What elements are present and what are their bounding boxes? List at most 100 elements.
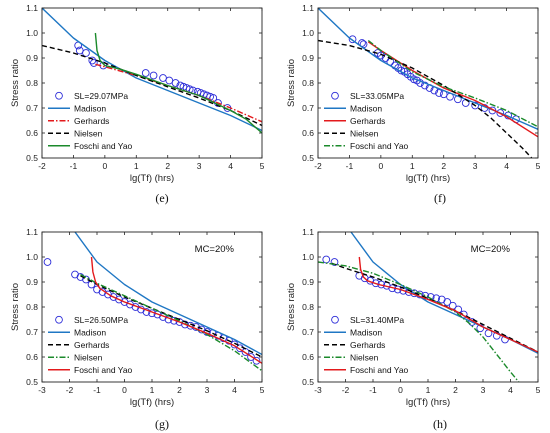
y-tick-label: 1.0 (302, 252, 314, 262)
data-point (432, 294, 441, 303)
legend-label-points: SL=33.05MPa (350, 91, 404, 101)
y-tick-label: 0.8 (302, 78, 314, 88)
data-point (492, 331, 501, 340)
legend-label-points: SL=29.07MPa (74, 91, 128, 101)
plot-area (318, 8, 538, 158)
x-tick-label: -3 (38, 385, 46, 395)
plot-layer (318, 8, 538, 158)
x-tick-label: 4 (508, 385, 513, 395)
legend-label-2: Gerhards (350, 340, 385, 350)
x-axis-label: lg(Tf) (hrs) (406, 397, 450, 408)
data-point (330, 258, 339, 266)
x-tick-label: -1 (346, 161, 354, 171)
legend: SL=31.40MPa Madison Gerhards Nielsen Foschi … (324, 315, 409, 375)
x-tick-label: 0 (378, 161, 383, 171)
data-point (142, 308, 151, 316)
x-tick-label: 1 (410, 161, 415, 171)
legend-label-4: Foschi and Yao (350, 365, 409, 375)
data-point (435, 89, 443, 97)
y-tick-label: 0.5 (26, 377, 38, 387)
plot-layer (43, 232, 262, 372)
data-point (43, 258, 52, 266)
legend-label-4: Foschi and Yao (74, 141, 133, 151)
data-point (82, 275, 90, 284)
series-line-2 (95, 63, 262, 123)
x-tick-label: 2 (441, 161, 446, 171)
caption-g: (g) (155, 417, 169, 431)
x-tick-label: 3 (197, 161, 202, 171)
x-tick-label: 4 (504, 161, 509, 171)
plot-layer (318, 232, 538, 382)
legend-marker-points (331, 315, 339, 324)
x-tick-label: 1 (150, 385, 155, 395)
legend-marker-points (331, 91, 339, 100)
data-point (252, 356, 261, 365)
x-tick-label: 0 (398, 385, 403, 395)
legend-label-1: Madison (74, 103, 106, 113)
y-tick-label: 0.9 (26, 277, 38, 287)
y-axis-label: Stress ratio (286, 59, 297, 107)
x-tick-label: -1 (369, 385, 377, 395)
series-line-2 (331, 262, 538, 353)
legend-label-3: Nielsen (350, 128, 379, 138)
data-point (421, 81, 429, 90)
plot-frame (317, 7, 539, 159)
y-tick-label: 0.8 (26, 78, 38, 88)
series-line-3 (80, 273, 262, 372)
y-tick-label: 1.1 (26, 3, 38, 13)
legend-label-3: Nielsen (74, 128, 103, 138)
y-tick-label: 1.0 (302, 28, 314, 38)
x-tick-label: 0 (122, 385, 127, 395)
plot-frame (41, 7, 263, 159)
x-tick-label: 1 (426, 385, 431, 395)
x-axis-label: lg(Tf) (hrs) (130, 397, 174, 408)
data-point (348, 35, 357, 44)
plot-layer (42, 8, 262, 134)
legend-label-1: Madison (74, 327, 106, 337)
y-axis-label: Stress ratio (286, 283, 297, 331)
series-line-3 (318, 39, 533, 158)
annotation-text: MC=20% (195, 244, 235, 255)
x-tick-label: 3 (481, 385, 486, 395)
data-point (171, 79, 180, 87)
y-tick-label: 0.7 (26, 327, 38, 337)
y-axis-label: Stress ratio (10, 283, 21, 331)
x-tick-label: 5 (260, 161, 265, 171)
plot-area (42, 8, 262, 158)
legend-label-1: Madison (350, 327, 382, 337)
x-tick-label: -2 (342, 385, 350, 395)
x-tick-label: -1 (70, 161, 78, 171)
data-point (399, 286, 408, 295)
legend-label-points: SL=31.40MPa (350, 315, 404, 325)
x-tick-label: 5 (536, 161, 541, 171)
x-tick-label: -2 (38, 161, 46, 171)
x-axis-label: lg(Tf) (hrs) (406, 173, 450, 184)
caption-e: (e) (155, 191, 168, 205)
legend: SL=33.05MPa Madison Gerhards Nielsen Foschi … (324, 91, 409, 151)
x-tick-label: 2 (177, 385, 182, 395)
y-tick-label: 1.1 (26, 227, 38, 237)
legend-label-2: Gerhards (350, 116, 385, 126)
y-tick-label: 0.7 (302, 327, 314, 337)
x-tick-label: 2 (453, 385, 458, 395)
y-tick-label: 0.7 (302, 103, 314, 113)
plot-frame (41, 231, 263, 383)
legend-marker-points (55, 315, 63, 324)
x-tick-label: 3 (205, 385, 210, 395)
y-tick-label: 1.0 (26, 28, 38, 38)
y-tick-label: 0.6 (26, 128, 38, 138)
y-tick-label: 0.9 (302, 53, 314, 63)
series-line-4 (90, 256, 262, 364)
caption-f: (f) (434, 191, 446, 205)
x-tick-label: 3 (473, 161, 478, 171)
data-point (443, 298, 452, 306)
y-tick-label: 0.8 (26, 302, 38, 312)
data-point (82, 49, 90, 57)
data-point (141, 69, 150, 77)
legend-label-points: SL=26.50MPa (74, 315, 128, 325)
legend-label-3: Nielsen (350, 352, 379, 362)
panel-h: -3 -2 -1 0 1 2 3 4 5 0.5 0.6 0.7 0.8 0.9 1.0 1.1 lg(Tf) … (286, 227, 541, 408)
y-tick-label: 0.8 (302, 302, 314, 312)
x-tick-label: 1 (134, 161, 139, 171)
y-tick-label: 1.1 (302, 3, 314, 13)
